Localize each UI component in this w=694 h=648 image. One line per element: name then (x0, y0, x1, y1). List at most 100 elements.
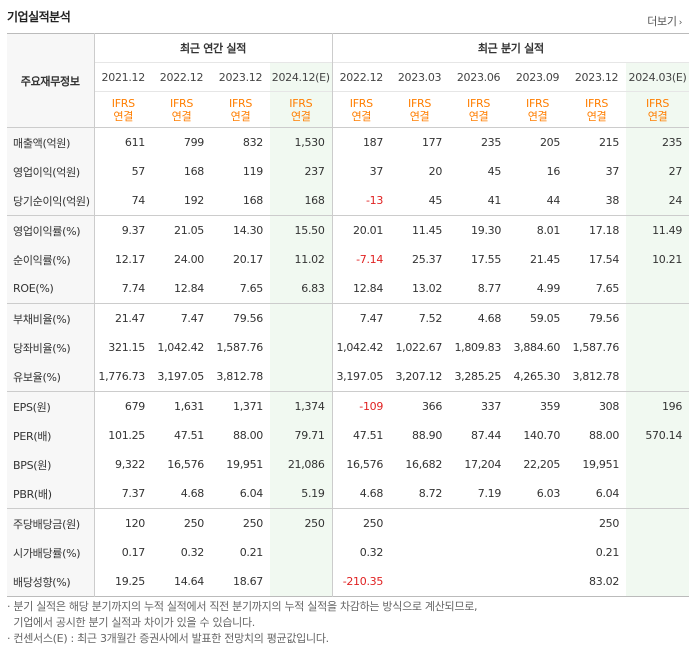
period-header: 2022.12 (152, 62, 211, 92)
consolidated-label: 연결 (468, 109, 489, 123)
table-cell: 168 (242, 194, 263, 207)
table-cell: 25.37 (412, 253, 443, 266)
table-cell: 119 (242, 165, 263, 178)
consolidated-label: 연결 (113, 109, 134, 123)
table-cell: 1,022.67 (395, 341, 443, 354)
table-cell: 19,951 (582, 458, 620, 471)
financial-table: 주요재무정보 최근 연간 실적 최근 분기 실적 2021.12 2022.12 2… (7, 33, 690, 597)
table-cell (270, 303, 333, 333)
period-header: 2022.12 (331, 62, 391, 92)
table-cell: 3,884.60 (513, 341, 561, 354)
consolidated-label: 연결 (171, 109, 192, 123)
ifrs-label: IFRS (349, 96, 373, 110)
period-header: 2023.03 (390, 62, 450, 92)
table-cell: 250 (270, 508, 333, 538)
row-label: 매출액(억원) (7, 127, 94, 157)
table-cell (626, 303, 690, 333)
ifrs-header: IFRS 연결 (508, 91, 568, 128)
ifrs-label: IFRS (170, 96, 193, 110)
table-cell: 177 (390, 127, 450, 157)
table-cell: 570.14 (626, 421, 690, 450)
consolidated-label: 연결 (527, 109, 548, 123)
ifrs-label: IFRS (646, 96, 670, 110)
table-cell: 21.47 (93, 303, 152, 333)
table-cell: 7.37 (93, 479, 152, 509)
more-label: 더보기 (647, 15, 677, 28)
table-cell: 250 (211, 508, 270, 538)
more-link[interactable]: 더보기 › (647, 13, 682, 29)
row-label: EPS(원) (7, 391, 94, 421)
table-cell: 205 (508, 127, 568, 157)
table-cell: 37 (331, 157, 391, 186)
table-cell: 7.47 (331, 303, 391, 333)
note-line-2: 기업에서 공시한 분기 실적과 차이가 있을 수 있습니다. (7, 616, 256, 629)
table-cell: 4.68 (449, 303, 509, 333)
table-cell (270, 538, 333, 567)
table-cell: 12.17 (93, 245, 152, 274)
table-cell: 11.49 (626, 215, 690, 245)
table-cell: 7.74 (93, 274, 152, 304)
row-label: 영업이익(억원) (7, 157, 94, 186)
chevron-right-icon: › (678, 18, 683, 28)
table-cell: 57 (93, 157, 152, 186)
table-cell (508, 508, 568, 538)
table-cell: 7.65 (595, 282, 620, 295)
period-header: 2024.12(E) (270, 62, 333, 92)
table-cell: 3,285.25 (454, 370, 502, 383)
table-cell: 7.65 (239, 282, 264, 295)
table-cell: 337 (449, 391, 509, 421)
row-header-label: 주요재무정보 (7, 33, 94, 128)
row-label: PBR(배) (7, 479, 94, 509)
table-cell: 832 (211, 127, 270, 157)
table-cell: 47.51 (331, 421, 391, 450)
table-cell: 16 (546, 165, 561, 178)
table-cell: 0.21 (595, 546, 620, 559)
table-cell: 4,265.30 (513, 370, 561, 383)
table-cell: 74 (93, 186, 152, 216)
table-cell: 8.72 (418, 487, 443, 500)
table-cell: 24 (626, 186, 690, 216)
table-cell: 1,374 (270, 391, 333, 421)
table-cell: 37 (605, 165, 620, 178)
table-cell (626, 479, 690, 509)
table-cell: 87.44 (471, 429, 502, 442)
period-header: 2023.09 (508, 62, 568, 92)
consolidated-label: 연결 (351, 109, 372, 123)
row-label: 당좌비율(%) (7, 333, 94, 362)
table-cell: 20.01 (331, 215, 391, 245)
table-cell: 7.47 (152, 303, 211, 333)
table-row: 주당배당금(원) 120 250 250 250 250 250 (7, 508, 690, 538)
table-row: PBR(배) 7.37 4.68 6.04 5.19 4.68 8.72 7.19 6.03 6.… (7, 479, 690, 509)
table-cell: 41 (487, 194, 502, 207)
table-cell: -210.35 (331, 567, 391, 597)
table-cell: 17.55 (471, 253, 502, 266)
table-cell: 45 (487, 165, 502, 178)
table-cell: 679 (93, 391, 152, 421)
ifrs-header: IFRS 연결 (449, 91, 509, 128)
table-cell: 366 (390, 391, 450, 421)
table-cell: 21.45 (530, 253, 561, 266)
table-cell: 168 (270, 186, 333, 216)
period-header: 2021.12 (93, 62, 152, 92)
table-cell: 4.99 (536, 282, 561, 295)
consolidated-label: 연결 (230, 109, 251, 123)
table-cell: 3,812.78 (216, 370, 263, 383)
table-cell: 1,587.76 (216, 341, 263, 354)
period-header: 2023.12 (567, 62, 627, 92)
table-cell: 8.77 (477, 282, 502, 295)
table-cell: -7.14 (331, 245, 391, 274)
table-cell: 611 (93, 127, 152, 157)
table-row: 유보율(%) 1,776.73 3,197.05 3,812.78 3,197.05 3,… (7, 362, 690, 392)
table-cell: 16,682 (405, 458, 443, 471)
table-cell (626, 450, 690, 479)
table-cell: 45 (428, 194, 443, 207)
table-cell: 21.05 (152, 215, 211, 245)
consolidated-label: 연결 (647, 109, 668, 123)
table-cell (449, 538, 508, 567)
table-cell: 19.25 (93, 567, 152, 597)
period-header: 2024.03(E) (626, 62, 690, 92)
table-cell: 321.15 (93, 333, 152, 362)
row-label: 주당배당금(원) (7, 508, 94, 538)
table-row: 영업이익률(%) 9.37 21.05 14.30 15.50 20.01 11.45 19.… (7, 215, 690, 245)
table-cell: 1,776.73 (93, 362, 152, 392)
